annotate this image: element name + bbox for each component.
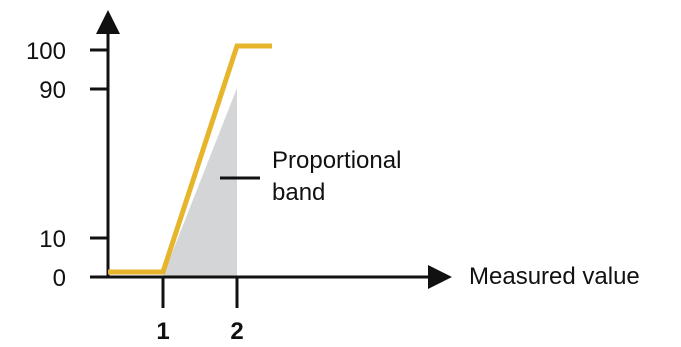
x-tick-label-1: 1 <box>156 318 169 345</box>
y-tick-label-90: 90 <box>39 77 66 104</box>
x-tick-label-2: 2 <box>230 318 243 345</box>
y-tick-label-0: 0 <box>53 265 66 292</box>
proportional-band-area <box>163 88 237 276</box>
annotation-line-2: band <box>272 179 325 206</box>
output-curve <box>108 43 272 275</box>
y-axis-arrow <box>96 10 120 34</box>
y-tick-label-10: 10 <box>39 226 66 253</box>
x-axis-label: Measured value <box>469 263 640 290</box>
x-axis-arrow <box>428 265 452 289</box>
y-tick-label-100: 100 <box>26 38 66 65</box>
annotation-line-1: Proportional <box>272 147 401 174</box>
